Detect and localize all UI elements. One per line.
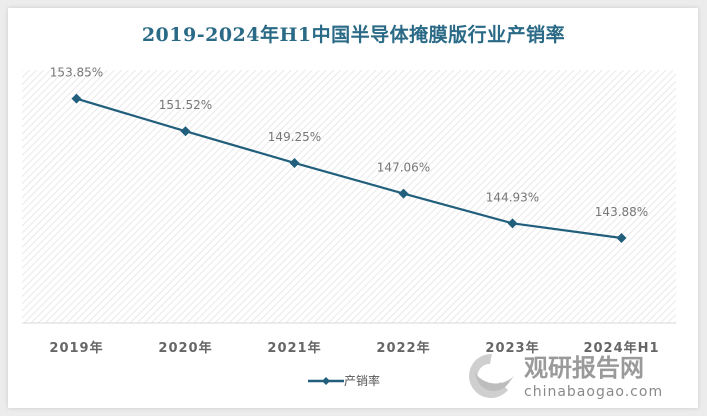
data-point-marker xyxy=(616,233,627,244)
plot-area xyxy=(22,70,676,323)
chinabaogao-watermark-logo: 观研报告网 chinabaogao.com xyxy=(469,353,663,400)
data-label: 144.93% xyxy=(486,190,539,204)
data-label: 153.85% xyxy=(50,66,103,80)
data-point-marker xyxy=(398,188,409,199)
svg-text:chinabaogao.com: chinabaogao.com xyxy=(524,384,663,400)
data-point-marker xyxy=(507,218,518,229)
x-tick-label: 2019年 xyxy=(49,340,103,356)
data-label: 151.52% xyxy=(159,98,212,112)
x-tick-label: 2020年 xyxy=(158,340,212,356)
data-point-marker xyxy=(289,157,300,168)
x-tick-label: 2021年 xyxy=(267,340,321,356)
data-label: 149.25% xyxy=(268,130,321,144)
series-line xyxy=(76,97,622,240)
x-tick-label: 2023年 xyxy=(485,340,539,356)
legend-line-marker-icon xyxy=(308,376,344,385)
x-tick-label: 2024年H1 xyxy=(583,340,659,356)
legend: 产销率 xyxy=(308,372,380,389)
data-point-marker xyxy=(180,126,191,137)
data-label: 147.06% xyxy=(377,161,430,175)
data-label: 143.88% xyxy=(595,205,648,219)
data-point-marker xyxy=(71,93,82,104)
svg-text:观研报告网: 观研报告网 xyxy=(524,354,644,382)
legend-label: 产销率 xyxy=(344,374,381,388)
x-tick-label: 2022年 xyxy=(376,340,430,356)
chart-title: 2019-2024年H1中国半导体掩膜版行业产销率 xyxy=(141,24,566,46)
